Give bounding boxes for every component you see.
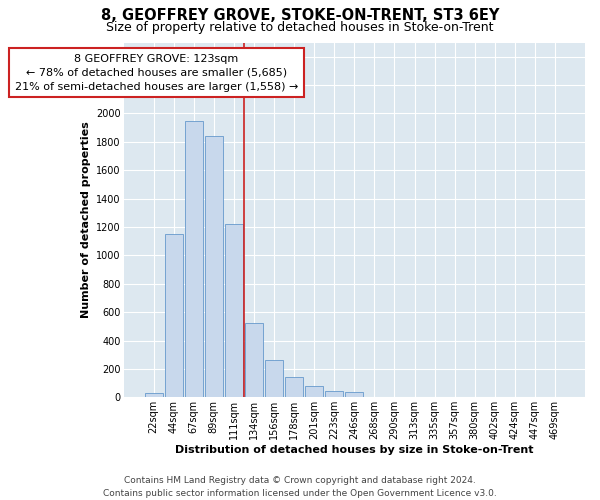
Bar: [185, 120, 203, 398]
Bar: [225, 224, 243, 398]
Text: Size of property relative to detached houses in Stoke-on-Trent: Size of property relative to detached ho…: [106, 21, 494, 34]
Text: 8, GEOFFREY GROVE, STOKE-ON-TRENT, ST3 6EY: 8, GEOFFREY GROVE, STOKE-ON-TRENT, ST3 6…: [101, 8, 499, 22]
X-axis label: Distribution of detached houses by size in Stoke-on-Trent: Distribution of detached houses by size …: [175, 445, 533, 455]
Text: Contains HM Land Registry data © Crown copyright and database right 2024.
Contai: Contains HM Land Registry data © Crown c…: [103, 476, 497, 498]
Bar: [205, 136, 223, 398]
Bar: [325, 391, 343, 398]
Bar: [345, 392, 364, 398]
Text: 8 GEOFFREY GROVE: 123sqm
← 78% of detached houses are smaller (5,685)
21% of sem: 8 GEOFFREY GROVE: 123sqm ← 78% of detach…: [15, 54, 298, 92]
Bar: [365, 396, 383, 398]
Bar: [385, 396, 403, 398]
Bar: [305, 386, 323, 398]
Bar: [265, 360, 283, 398]
Bar: [164, 234, 183, 398]
Bar: [145, 393, 163, 398]
Bar: [245, 324, 263, 398]
Bar: [285, 376, 303, 398]
Y-axis label: Number of detached properties: Number of detached properties: [80, 122, 91, 318]
